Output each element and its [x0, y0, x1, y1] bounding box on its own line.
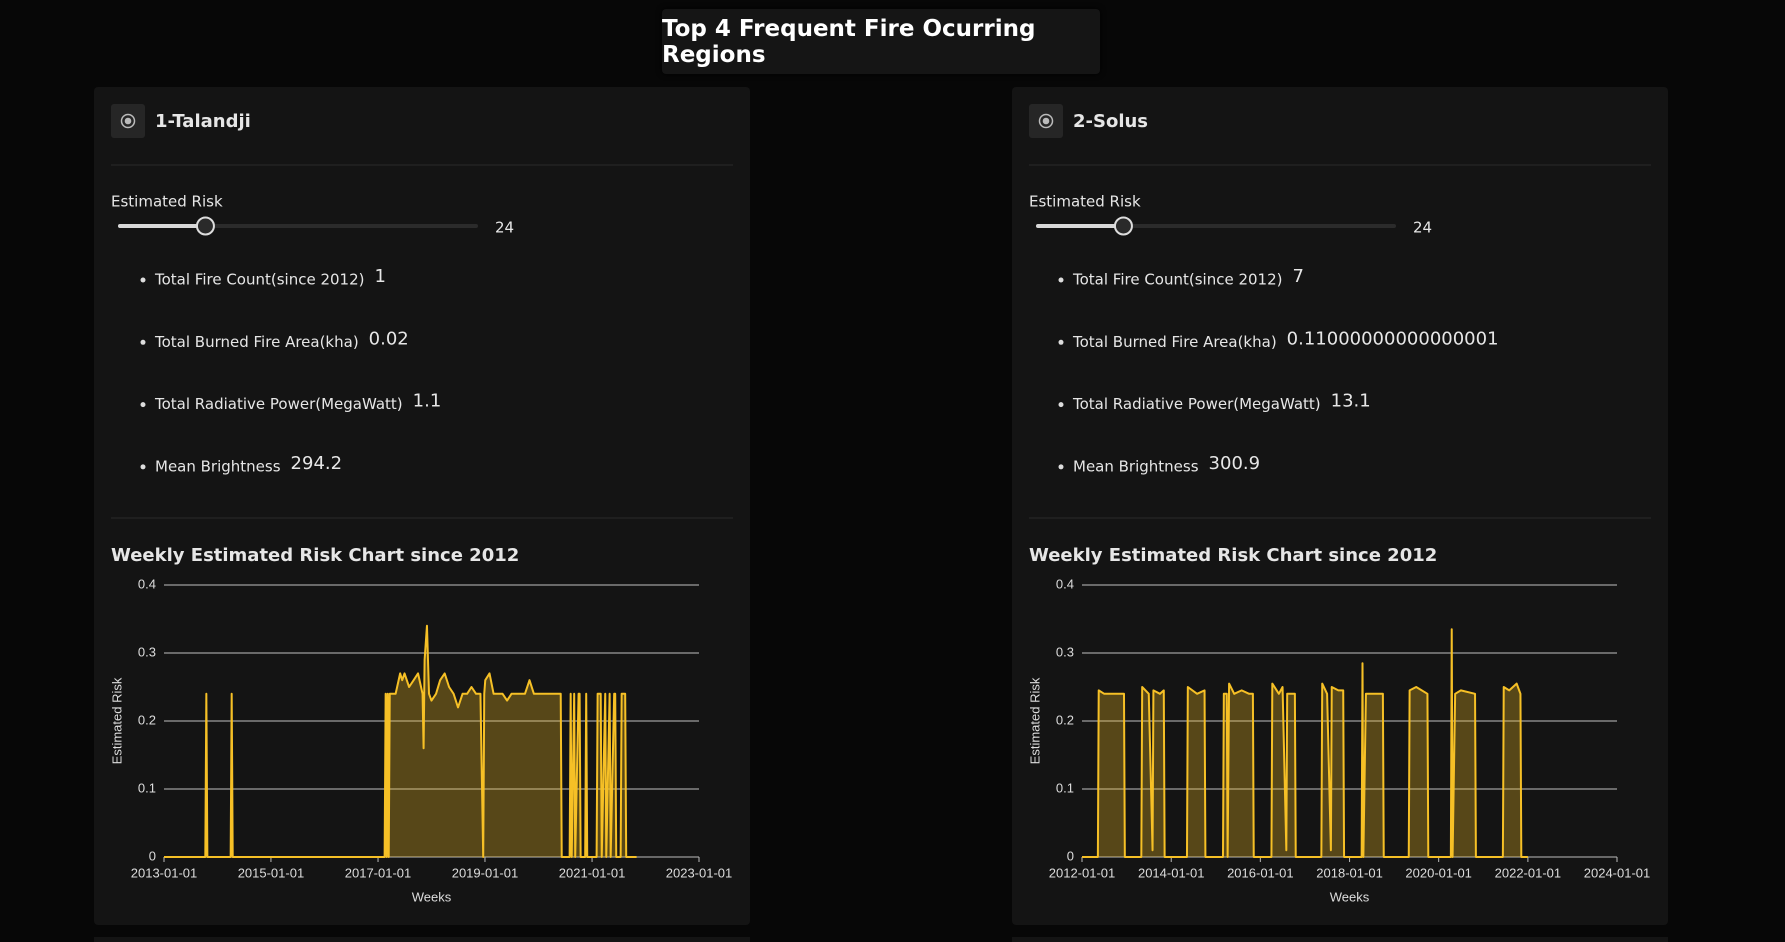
area-line: [164, 624, 637, 858]
slider-knob[interactable]: [195, 216, 215, 236]
bullet: [1058, 402, 1064, 408]
stat-label: Total Fire Count(since 2012): [154, 271, 365, 289]
y-tick-label: 0: [1067, 848, 1074, 863]
radio-dot[interactable]: [124, 117, 132, 125]
area-fill: [164, 625, 637, 857]
bullet: [1058, 277, 1064, 283]
radio-ring[interactable]: [1038, 113, 1054, 129]
next-panel-edge: [94, 937, 750, 942]
region-panel: 1-Talandji Estimated Risk 24 Total Fire Cou…: [94, 87, 750, 925]
bullet: [140, 464, 146, 470]
x-tick-label: 2024-01-01: [1584, 865, 1651, 880]
x-tick-label: 2012-01-01: [1049, 865, 1116, 880]
x-tick-label: 2021-01-01: [559, 865, 626, 880]
region-name: 2-Solus: [1073, 111, 1148, 132]
stat-label: Total Radiative Power(MegaWatt): [154, 395, 403, 413]
y-tick-label: 0: [149, 848, 156, 863]
y-tick-label: 0.3: [1056, 644, 1074, 659]
x-tick-label: 2016-01-01: [1227, 865, 1294, 880]
x-axis-label: Weeks: [412, 889, 452, 904]
x-tick-label: 2022-01-01: [1495, 865, 1562, 880]
stat-label: Total Burned Fire Area(kha): [154, 333, 359, 351]
panel-canvas: 2-Solus Estimated Risk 24 Total Fire Count(…: [1027, 104, 1651, 904]
y-tick-label: 0.2: [1056, 712, 1074, 727]
x-tick-label: 2013-01-01: [131, 865, 198, 880]
slider-value: 24: [495, 219, 514, 237]
stat-value: 13.1: [1331, 391, 1371, 412]
stat-value: 300.9: [1209, 453, 1261, 474]
x-tick-label: 2019-01-01: [452, 865, 519, 880]
stat-label: Mean Brightness: [155, 457, 281, 475]
y-tick-label: 0.3: [138, 644, 156, 659]
y-tick-label: 0.1: [138, 780, 156, 795]
panel-canvas: 1-Talandji Estimated Risk 24 Total Fire Cou…: [109, 104, 733, 904]
stat-value: 7: [1293, 266, 1304, 287]
slider-knob[interactable]: [1113, 216, 1133, 236]
x-tick-label: 2023-01-01: [666, 865, 733, 880]
bullet: [140, 339, 146, 345]
stat-value: 0.11000000000000001: [1287, 328, 1499, 349]
radio-ring[interactable]: [120, 113, 136, 129]
x-tick-label: 2017-01-01: [345, 865, 412, 880]
bullet: [140, 277, 146, 283]
next-panel-edge: [1012, 937, 1668, 942]
y-axis-label: Estimated Risk: [1027, 677, 1042, 764]
radio-dot[interactable]: [1042, 117, 1050, 125]
stat-value: 294.2: [291, 453, 343, 474]
x-tick-label: 2015-01-01: [238, 865, 305, 880]
slider-value: 24: [1413, 219, 1432, 237]
area-line: [1082, 628, 1528, 858]
slider-label: Estimated Risk: [1029, 193, 1141, 211]
y-axis-label: Estimated Risk: [109, 677, 124, 764]
bullet: [140, 402, 146, 408]
y-tick-label: 0.4: [138, 576, 156, 591]
stat-value: 1: [375, 266, 386, 287]
chart-title: Weekly Estimated Risk Chart since 2012: [111, 545, 519, 566]
chart: 0 0.1 0.2 0.3 0.4 2013-01-01 2015-01-01 2017-01…: [109, 576, 732, 904]
bullet: [1058, 464, 1064, 470]
x-tick-label: 2014-01-01: [1138, 865, 1205, 880]
y-tick-label: 0.1: [1056, 780, 1074, 795]
x-tick-label: 2018-01-01: [1316, 865, 1383, 880]
area-fill: [1082, 629, 1528, 857]
y-tick-label: 0.2: [138, 712, 156, 727]
y-tick-label: 0.4: [1056, 576, 1074, 591]
stat-label: Mean Brightness: [1073, 457, 1199, 475]
slider-label: Estimated Risk: [111, 193, 223, 211]
bullet: [1058, 339, 1064, 345]
chart-title: Weekly Estimated Risk Chart since 2012: [1029, 545, 1437, 566]
x-axis-label: Weeks: [1330, 889, 1370, 904]
stat-value: 0.02: [369, 328, 409, 349]
stat-label: Total Burned Fire Area(kha): [1072, 333, 1277, 351]
stat-label: Total Radiative Power(MegaWatt): [1072, 395, 1321, 413]
chart: 0 0.1 0.2 0.3 0.4 2012-01-01 2014-01-01 2016-01…: [1027, 576, 1650, 904]
x-tick-label: 2020-01-01: [1405, 865, 1472, 880]
region-panel: 2-Solus Estimated Risk 24 Total Fire Count(…: [1012, 87, 1668, 925]
stat-label: Total Fire Count(since 2012): [1072, 271, 1283, 289]
stat-value: 1.1: [413, 391, 442, 412]
region-name: 1-Talandji: [155, 111, 251, 132]
page-title: Top 4 Frequent Fire Ocurring Regions: [662, 9, 1100, 74]
